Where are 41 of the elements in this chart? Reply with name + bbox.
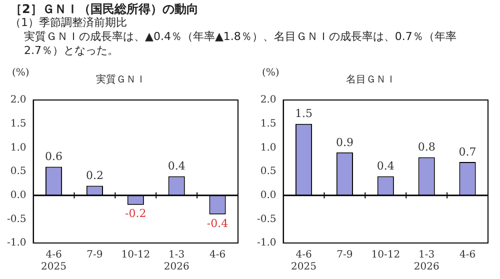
y-tick-label: 1.0 (10, 142, 26, 154)
x-tick-label: 10-12 (371, 250, 400, 261)
text: 実質ＧＮＩの成長率は、▲0.4％（年率▲1.8％）、名目ＧＮＩの成長率は、0.7％（年率2.7％）となった。 (23, 30, 458, 58)
x-tick-label: 7-9 (86, 250, 103, 261)
y-tick-label: 1.5 (260, 118, 276, 130)
y-tick-label: -0.5 (6, 214, 26, 225)
data-label: 1.5 (295, 107, 313, 120)
data-label: -0.4 (206, 216, 228, 230)
data-label: -0.2 (125, 207, 146, 220)
x-tick-label: 1-3 2026 (414, 250, 440, 273)
data-label: 0.6 (45, 150, 63, 164)
y-tick-label: 0.0 (260, 190, 276, 201)
y-tick-label: -1.0 (256, 238, 276, 249)
data-label: 0.9 (336, 136, 354, 149)
y-tick-label: 0.0 (10, 190, 26, 201)
y-tick-label: 1.0 (260, 142, 276, 154)
y-tick-label: -1.0 (6, 238, 26, 249)
y-tick-label: -0.5 (256, 214, 276, 225)
y-tick-label: 0.5 (10, 166, 26, 178)
text: （1）季節調整済前期比 (10, 16, 128, 30)
data-label: 0.8 (418, 140, 436, 154)
data-label: 0.2 (86, 169, 104, 182)
x-tick-label: 1-3 2026 (164, 250, 190, 273)
data-label: 0.7 (458, 145, 476, 158)
text: ［2］ＧＮＩ（国民総所得）の動向 (10, 2, 200, 16)
y-tick-label: 0.5 (260, 166, 276, 178)
y-tick-label: 2.0 (260, 94, 276, 106)
x-tick-label: 4-6 2025 (41, 250, 66, 273)
y-axis-title: (%) (262, 68, 280, 79)
x-tick-label: 10-12 (121, 250, 150, 261)
x-tick-label: 7-9 (336, 250, 353, 261)
x-tick-label: 4-6 (459, 250, 476, 261)
data-label: 0.4 (376, 160, 394, 173)
chart-title: 実質ＧＮＩ (96, 74, 146, 86)
y-tick-label: 1.5 (10, 118, 26, 130)
data-label: 0.4 (168, 160, 186, 173)
chart-title: 名目ＧＮＩ (346, 74, 396, 86)
x-tick-label: 4-6 2025 (291, 250, 316, 273)
x-tick-label: 4-6 (209, 250, 226, 261)
y-tick-label: 2.0 (10, 94, 26, 106)
y-axis-title: (%) (12, 68, 30, 79)
